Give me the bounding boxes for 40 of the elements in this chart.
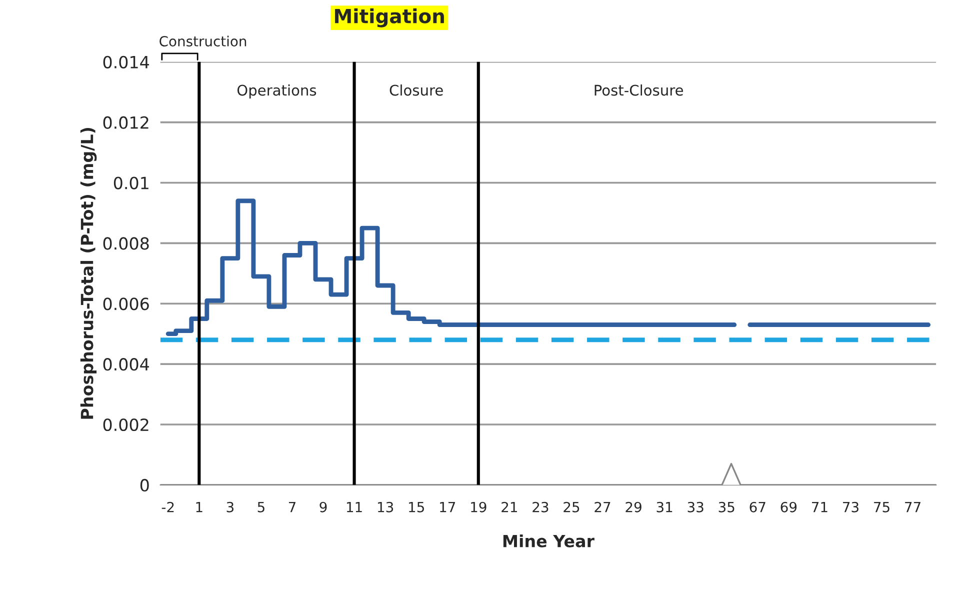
- y-axis-title: Phosphorus-Total (P-Tot) (mg/L): [80, 128, 97, 419]
- x-tick-label: 73: [843, 502, 858, 512]
- x-tick-label: 19: [471, 502, 486, 512]
- annotation: Closure: [390, 84, 443, 96]
- text: Construction: [160, 36, 246, 46]
- x-tick-label: 17: [440, 502, 456, 512]
- x-tick-label: 67: [750, 502, 766, 512]
- x-tick-label: -2: [162, 502, 174, 512]
- x-tick-label: 1: [196, 502, 202, 512]
- x-tick-label: 69: [780, 502, 797, 512]
- x-tick-label: 7: [288, 502, 296, 512]
- annotation: Post-Closure: [594, 84, 683, 96]
- x-tick-label: 11: [346, 502, 362, 512]
- y-tick-label: 0: [140, 478, 149, 492]
- y-tick-label: 0.01: [114, 176, 148, 190]
- y-tick-label: 0.004: [103, 358, 150, 371]
- x-axis-title: Mine Year: [503, 534, 594, 548]
- chart-title: Mitigation: [335, 8, 444, 28]
- x-tick-label: 75: [874, 502, 890, 512]
- annotation: Operations: [237, 84, 316, 99]
- x-tick-label: 25: [564, 502, 580, 512]
- x-tick-label: 5: [258, 502, 264, 512]
- y-tick-label: 0.008: [103, 237, 149, 250]
- x-tick-label: 21: [502, 502, 517, 512]
- x-tick-label: 71: [812, 502, 828, 512]
- x-tick-label: 9: [320, 502, 327, 512]
- x-tick-label: 31: [656, 502, 672, 512]
- x-tick-label: 33: [688, 502, 704, 512]
- y-tick-label: 0.006: [103, 298, 149, 310]
- x-tick-label: 29: [626, 502, 642, 512]
- x-tick-label: 77: [905, 502, 920, 512]
- y-tick-label: 0.012: [103, 116, 148, 129]
- x-tick-label: 27: [594, 502, 610, 512]
- x-tick-label: 15: [409, 502, 424, 512]
- y-tick-label: 0.014: [103, 56, 150, 68]
- y-tick-label: 0.002: [103, 418, 148, 432]
- x-tick-label: 13: [378, 502, 394, 512]
- x-tick-label: 3: [226, 502, 234, 512]
- x-tick-label: 23: [532, 502, 548, 512]
- x-tick-label: 35: [718, 502, 734, 512]
